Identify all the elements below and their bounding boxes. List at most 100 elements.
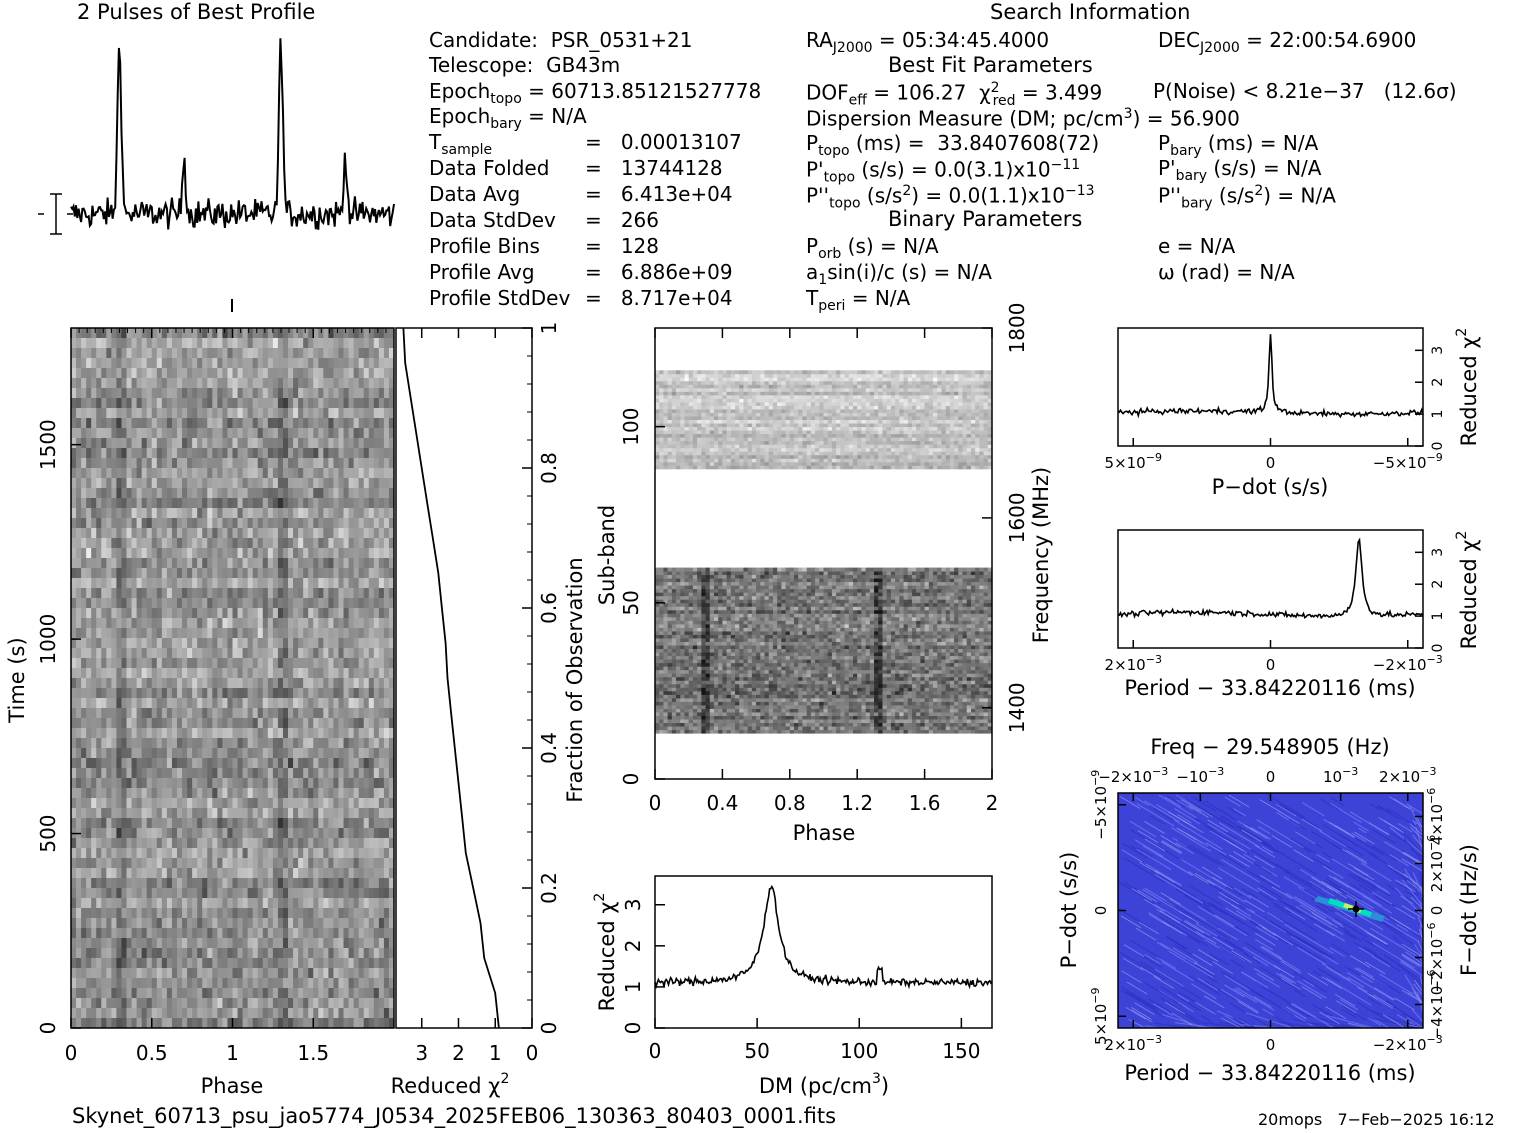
time-phase-xlabel: Phase — [201, 1074, 264, 1098]
dm-plot: 0 50 100 150 0 1 2 3 DM (pc/cm3) Reduced χ2 — [592, 875, 993, 1098]
period-curve-line — [1117, 537, 1424, 620]
ppdot-bottom-tick: −2×10−3 — [1373, 1033, 1443, 1054]
filename: Skynet_60713_psu_jao5774_J0534_2025FEB06… — [72, 1104, 837, 1128]
dm-xlabel: DM (pc/cm3) — [759, 1071, 889, 1098]
pnoise-line: P(Noise) < 8.21e−37 (12.6σ) — [1153, 79, 1457, 103]
chi2-fraction-xtick: 1 — [489, 1041, 502, 1065]
subband-ytick: 50 — [619, 590, 643, 615]
dm-ylabel: Reduced χ2 — [592, 893, 619, 1012]
dm-xtick: 100 — [840, 1039, 878, 1063]
ppdot-right-label: F−dot (Hz/s) — [1457, 844, 1481, 976]
frequency-tick: 1800 — [1005, 303, 1029, 354]
profile-bins-value: = 128 — [585, 234, 660, 258]
dm-ytick: 3 — [621, 898, 645, 911]
small-ytick: 2 — [1430, 580, 1446, 589]
profile-errorbar — [38, 193, 73, 235]
small-xtick: 5×10−9 — [1105, 451, 1162, 472]
dec-line: DECJ2000 = 22:00:54.6900 — [1158, 28, 1417, 56]
profile-title: 2 Pulses of Best Profile — [77, 0, 316, 24]
ppdot-left-tick: 0 — [1092, 906, 1110, 916]
fraction-tick: 0.8 — [537, 452, 561, 484]
ppdot-right-tick: 0 — [1428, 906, 1446, 916]
ecc-line: e = N/A — [1158, 234, 1236, 258]
profile-plot — [38, 38, 395, 312]
ppdot-left-tick: 5×10−9 — [1089, 988, 1110, 1045]
time-phase-ytick: 0 — [36, 1022, 60, 1035]
subband-ytick: 0 — [619, 773, 643, 786]
chi2-fraction-line — [402, 327, 500, 1029]
timestamp: 20mops 7−Feb−2025 16:12 — [1258, 1110, 1495, 1129]
ppdot-bottom-tick: 0 — [1266, 1036, 1276, 1054]
small-xtick: 0 — [1266, 454, 1276, 472]
profile-stddev-label: Profile StdDev — [429, 286, 571, 310]
time-phase-xtick: 1.5 — [297, 1041, 329, 1065]
dm-ytick: 1 — [621, 981, 645, 994]
chi2-fraction-xtick: 3 — [415, 1041, 428, 1065]
subband-xtick: 0.4 — [706, 791, 738, 815]
small-ytick: 0 — [1430, 442, 1446, 451]
candidate-line: Candidate: PSR_0531+21 — [429, 28, 693, 52]
profile-bins-label: Profile Bins — [429, 234, 540, 258]
ppdot-right-tick: −4×10−6 — [1425, 970, 1446, 1040]
ppdot-peak — [1314, 896, 1385, 922]
time-phase-xtick: 1 — [226, 1041, 239, 1065]
ptopo-line: Ptopo (ms) = 33.8407608(72) — [806, 131, 1100, 159]
dm-curve-line — [654, 884, 993, 990]
time-phase-plot: 0 0.5 1 1.5 0 500 1000 1500 Phase Time (s) — [5, 327, 395, 1098]
epoch-bary-line: Epochbary = N/A — [429, 104, 587, 132]
profile-line — [70, 38, 395, 230]
chi2-fraction-xtick: 0 — [526, 1041, 539, 1065]
time-phase-ytick: 1000 — [36, 614, 60, 665]
search-info-title: Search Information — [990, 0, 1191, 24]
ppdot-top-tick: 10−3 — [1323, 765, 1358, 786]
period-ylabel: Reduced χ2 — [1454, 531, 1481, 650]
dm-xtick: 50 — [744, 1039, 769, 1063]
subband-image — [655, 370, 993, 734]
dm-xtick: 0 — [649, 1039, 662, 1063]
chi2-fraction-xtick: 2 — [452, 1041, 465, 1065]
ppdot-left-tick: −5×10−9 — [1089, 770, 1110, 840]
profile-avg-label: Profile Avg — [429, 260, 535, 284]
ppdot-top-tick: 0 — [1266, 768, 1276, 786]
subband-xtick: 2 — [986, 791, 999, 815]
ppdot-texture — [1117, 794, 1424, 1029]
frequency-tick: 1600 — [1005, 492, 1029, 543]
time-phase-ytick: 1500 — [36, 419, 60, 470]
subband-xtick: 1.6 — [909, 791, 941, 815]
dm-ytick: 2 — [621, 939, 645, 952]
small-ytick: 0 — [1430, 644, 1446, 653]
small-ytick: 1 — [1430, 410, 1446, 419]
fraction-label: Fraction of Observation — [563, 557, 587, 802]
pdot-curve-line — [1117, 334, 1424, 419]
fraction-tick: 1 — [537, 322, 561, 335]
tsample-value: = 0.00013107 — [585, 130, 742, 154]
pddot-bary-line: P''bary (s/s2) = N/A — [1158, 183, 1336, 212]
ppdot-ylabel: P−dot (s/s) — [1057, 852, 1081, 969]
frequency-label: Frequency (MHz) — [1029, 467, 1053, 643]
data-folded-value: = 13744128 — [585, 156, 723, 180]
time-phase-image — [71, 328, 395, 1029]
binary-title: Binary Parameters — [888, 207, 1083, 231]
time-phase-xtick: 0 — [65, 1041, 78, 1065]
time-phase-ylabel: Time (s) — [5, 637, 29, 723]
dof-line: DOFeff = 106.27 χ2red = 3.499 — [806, 80, 1103, 109]
omega-line: ω (rad) = N/A — [1158, 260, 1295, 284]
a1-line: a1sin(i)/c (s) = N/A — [806, 260, 992, 288]
profile-avg-value: = 6.886e+09 — [585, 260, 733, 284]
best-fit-title: Best Fit Parameters — [888, 53, 1093, 77]
subband-xtick: 0 — [649, 791, 662, 815]
data-stddev-value: = 266 — [585, 208, 660, 232]
ppdot-top-tick: −10−3 — [1176, 765, 1224, 786]
small-xtick: −2×10−3 — [1373, 653, 1443, 674]
small-ytick: 2 — [1430, 378, 1446, 387]
subband-xtick: 0.8 — [774, 791, 806, 815]
fraction-tick: 0.4 — [537, 732, 561, 764]
porb-line: Porb (s) = N/A — [806, 234, 939, 262]
subband-xtick: 1.2 — [841, 791, 873, 815]
tsample-label: Tsample — [429, 130, 493, 158]
epoch-topo-line: Epochtopo = 60713.85121527778 — [429, 79, 762, 107]
pddot-topo-line: P''topo (s/s2) = 0.0(1.1)x10−13 — [806, 183, 1095, 212]
profile-stddev-value: = 8.717e+04 — [585, 286, 733, 310]
ppdot-right-tick: −2×10−6 — [1425, 923, 1446, 993]
